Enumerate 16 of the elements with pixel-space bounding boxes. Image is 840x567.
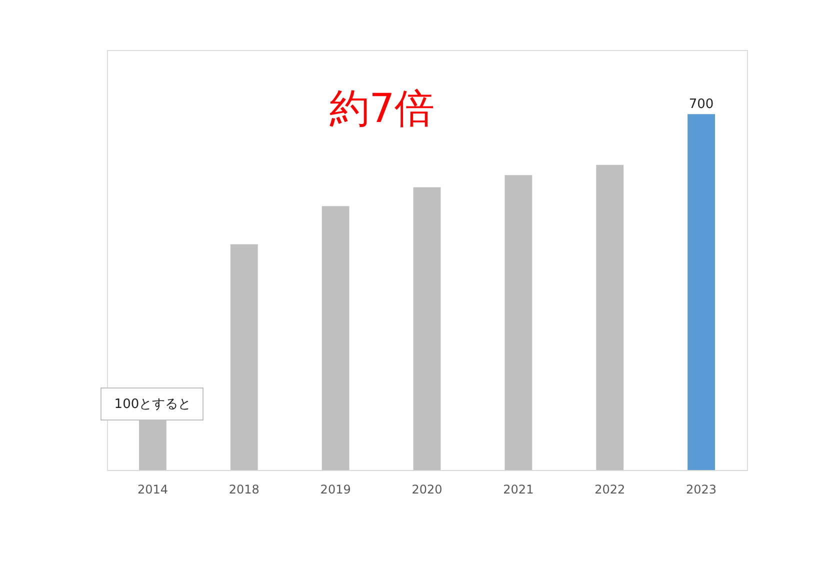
bar xyxy=(596,164,624,470)
bar xyxy=(413,187,441,470)
x-tick-label: 2019 xyxy=(320,482,351,496)
x-tick-label: 2022 xyxy=(594,482,626,496)
bar xyxy=(230,244,258,470)
data-label: 100とすると xyxy=(114,397,192,412)
x-tick-label: 2020 xyxy=(412,482,442,496)
x-tick-label: 2023 xyxy=(686,482,717,496)
x-tick-label: 2014 xyxy=(137,482,168,496)
bar xyxy=(322,206,350,470)
bar xyxy=(688,114,715,470)
x-tick-label: 2021 xyxy=(503,482,534,496)
x-tick-label: 2018 xyxy=(228,482,260,496)
data-label: 700 xyxy=(688,97,714,112)
bar xyxy=(504,175,532,470)
annotation: 約7倍 xyxy=(329,86,435,132)
